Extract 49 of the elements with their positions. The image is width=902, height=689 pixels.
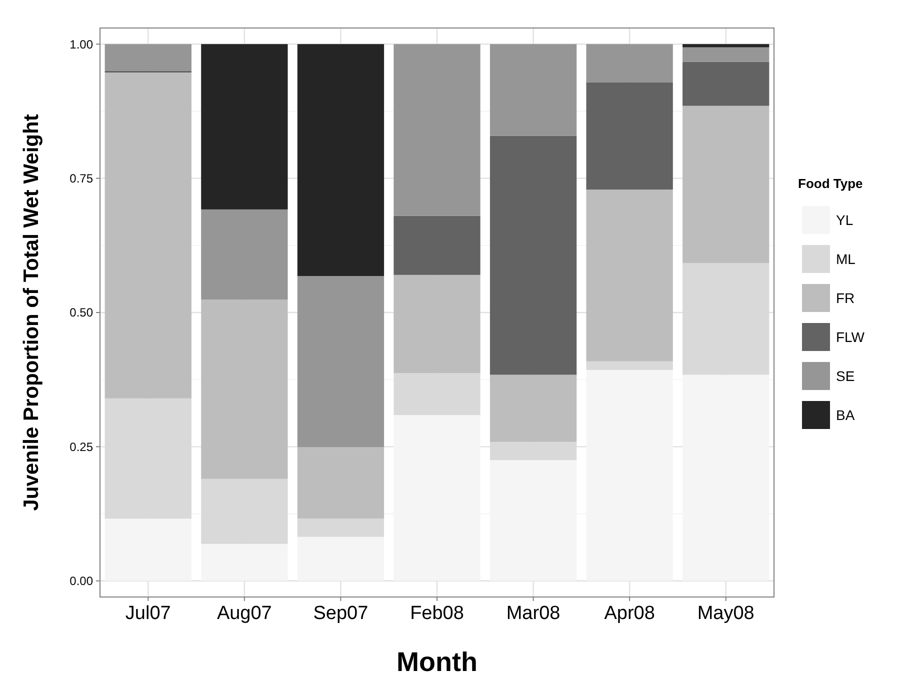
x-tick-label: Sep07 xyxy=(313,603,368,624)
bar xyxy=(201,209,288,300)
legend-title: Food Type xyxy=(798,176,863,191)
bar xyxy=(297,536,384,581)
bar xyxy=(586,190,673,362)
bar xyxy=(394,44,480,216)
bar xyxy=(490,136,577,375)
legend-label: FLW xyxy=(836,328,866,345)
bar xyxy=(586,82,673,190)
y-axis-title: Juvenile Proportion of Total Wet Weight xyxy=(20,114,43,511)
bar xyxy=(682,44,770,48)
bar xyxy=(682,47,770,62)
legend-label: YL xyxy=(836,212,854,228)
bar xyxy=(104,72,192,398)
legend-label: SE xyxy=(836,368,855,384)
bar xyxy=(201,544,288,581)
bar xyxy=(586,44,673,82)
bar xyxy=(682,62,770,106)
bar xyxy=(201,478,288,544)
x-tick-label: Aug07 xyxy=(216,603,272,624)
bar xyxy=(490,374,577,442)
bar xyxy=(297,518,384,537)
bar xyxy=(586,361,673,370)
x-tick-label: Jul07 xyxy=(125,603,171,624)
legend-label: BA xyxy=(836,406,856,423)
legend-label: ML xyxy=(836,250,856,267)
bar xyxy=(490,44,577,136)
bar xyxy=(682,106,770,264)
x-tick-label: May08 xyxy=(697,603,754,624)
x-tick-label: Mar08 xyxy=(506,603,560,624)
y-tick-label: 0.00 xyxy=(70,574,94,588)
bar xyxy=(297,44,384,276)
bar xyxy=(297,447,384,519)
x-tick-label: Feb08 xyxy=(410,603,464,624)
bar xyxy=(201,44,288,210)
x-tick-label: Apr08 xyxy=(604,603,655,624)
legend-label: FR xyxy=(836,290,855,306)
y-tick-label: 0.25 xyxy=(70,440,94,454)
x-axis-title: Month xyxy=(396,647,478,677)
y-tick-label: 0.75 xyxy=(70,172,94,186)
y-tick-label: 1.00 xyxy=(70,37,94,52)
bar xyxy=(394,373,480,416)
bar xyxy=(104,518,192,581)
bar xyxy=(297,276,384,448)
bar xyxy=(201,300,288,479)
bar xyxy=(104,44,192,71)
bar xyxy=(394,274,480,374)
y-tick-label: 0.50 xyxy=(70,306,94,320)
bar xyxy=(394,216,480,275)
